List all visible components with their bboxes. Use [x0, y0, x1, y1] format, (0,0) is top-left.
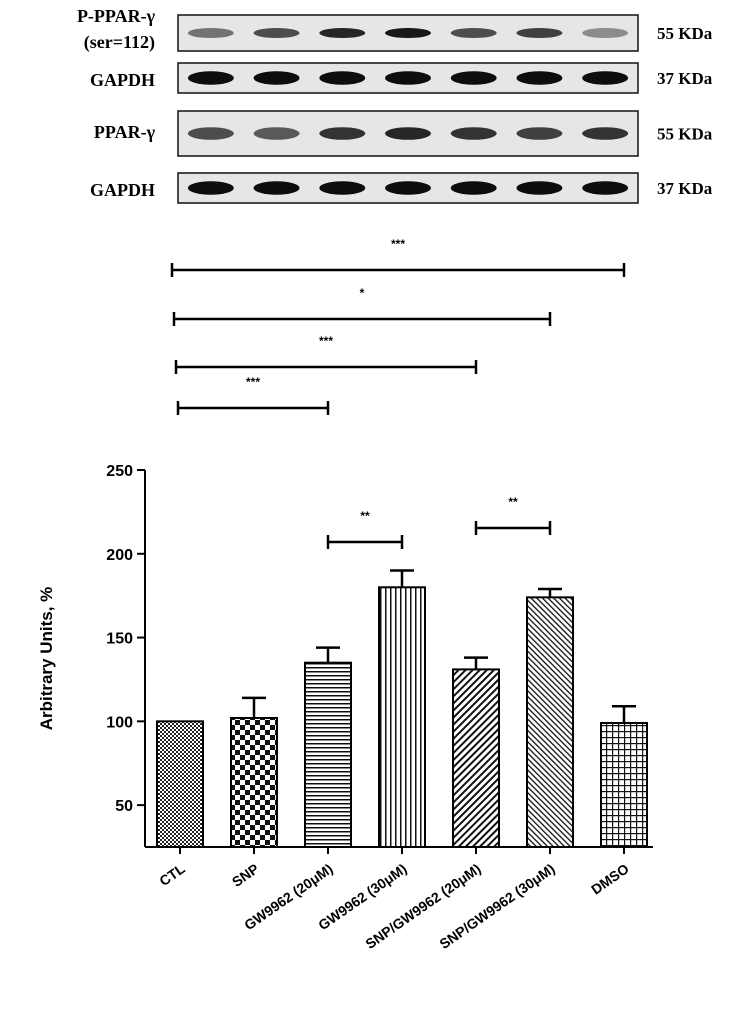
blot-band: [450, 181, 497, 195]
significance-label: *: [360, 286, 365, 300]
blot-band: [582, 27, 629, 39]
blot-band: [582, 71, 629, 85]
blot-band: [319, 181, 366, 195]
blot-band: [582, 181, 629, 195]
blot-band: [319, 27, 366, 39]
blot-band: [450, 127, 497, 140]
y-tick-label: 150: [106, 631, 133, 648]
blot-band: [187, 71, 234, 85]
significance-label: ***: [246, 375, 260, 389]
blot-band: [582, 127, 629, 140]
blot-kda-label: 55 KDa: [657, 24, 713, 43]
y-tick-label: 250: [106, 463, 133, 480]
y-tick-label: 50: [115, 798, 133, 815]
blot-band: [253, 181, 300, 195]
blot-band: [385, 27, 431, 39]
significance-label: ***: [319, 334, 333, 348]
blot-kda-label: 37 KDa: [657, 179, 713, 198]
bar: [526, 596, 574, 848]
blot-band: [516, 27, 563, 39]
y-tick-label: 200: [106, 547, 133, 564]
significance-label: ***: [391, 237, 405, 251]
blot-band: [253, 27, 300, 39]
y-axis-label: Arbitrary Units, %: [37, 587, 56, 731]
bar: [452, 668, 500, 848]
x-tick-label: CTL: [156, 860, 188, 889]
blot-kda-label: 37 KDa: [657, 69, 713, 88]
significance-label: **: [508, 495, 518, 509]
blot-band: [187, 27, 234, 39]
bar: [156, 720, 204, 849]
bar: [230, 716, 278, 848]
blot-band: [516, 127, 563, 140]
blot-band: [187, 181, 234, 195]
blot-band: [516, 181, 563, 195]
blot-band: [385, 71, 431, 85]
western-blot-panel: P-PPAR-γ (ser=112) 55 KDa GAPDH 37 KDa PPAR-γ…: [77, 6, 713, 204]
bar: [600, 722, 648, 848]
blot-band: [385, 127, 431, 140]
blot-label: (ser=112): [84, 32, 155, 53]
blot-label: P-PPAR-γ: [77, 6, 156, 26]
blot-band: [253, 127, 300, 140]
blot-kda-label: 55 KDa: [657, 125, 713, 144]
x-tick-label: SNP: [229, 860, 262, 890]
blot-band: [187, 127, 234, 140]
blot-label: GAPDH: [90, 70, 155, 90]
blot-band: [516, 71, 563, 85]
blot-band: [253, 71, 300, 85]
bar: [378, 586, 426, 848]
blot-band: [319, 127, 366, 140]
blot-band: [385, 181, 431, 195]
blot-label: GAPDH: [90, 180, 155, 200]
bar: [304, 661, 352, 849]
significance-label: **: [360, 509, 370, 523]
y-tick-label: 100: [106, 714, 133, 731]
blot-band: [450, 71, 497, 85]
blot-band: [450, 27, 497, 39]
x-tick-label: DMSO: [588, 860, 632, 897]
blot-label: PPAR-γ: [94, 122, 156, 142]
blot-band: [319, 71, 366, 85]
